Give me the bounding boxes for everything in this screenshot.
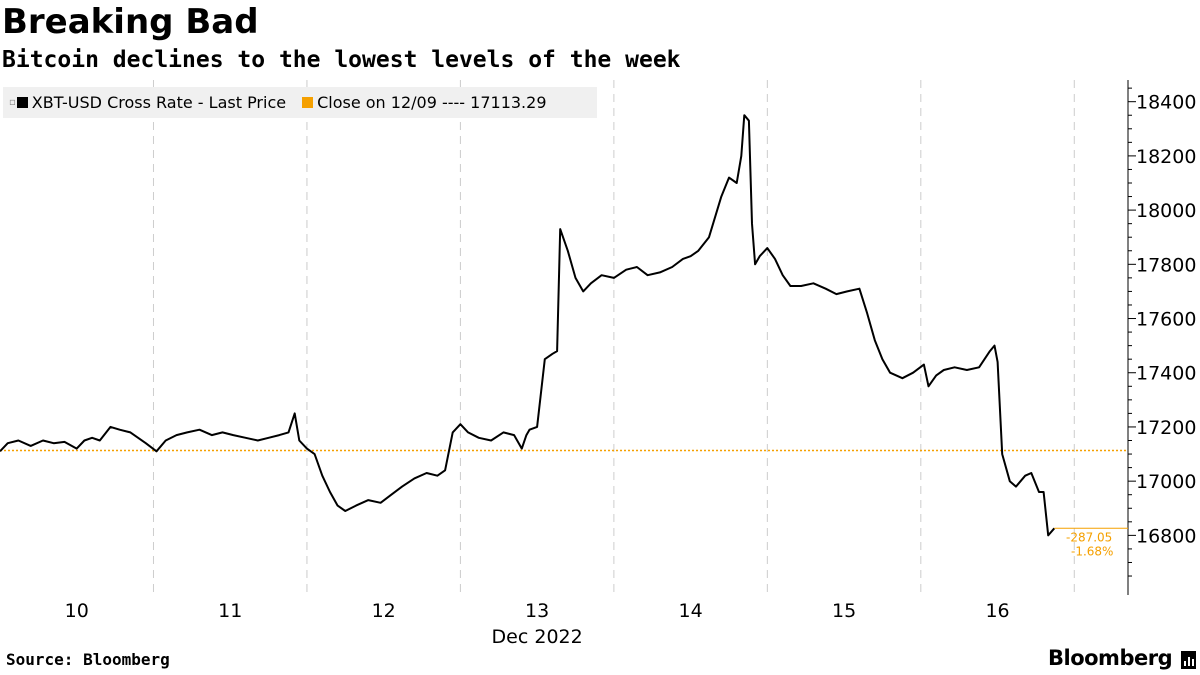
y-tick-labels: 16800 17000 17200 17400 17600 17800 18000 18200… <box>1136 92 1196 548</box>
x-axis-title: Dec 2022 <box>492 626 583 648</box>
y-tick-label: 18400 <box>1136 92 1196 114</box>
legend-item-series[interactable]: ▫ XBT-USD Cross Rate - Last Price <box>9 93 286 112</box>
x-tick-label: 12 <box>372 600 396 622</box>
series-swatch <box>16 97 28 108</box>
change-percent-label: -1.68% <box>1071 544 1113 558</box>
legend: ▫ XBT-USD Cross Rate - Last Price Close … <box>3 87 597 118</box>
x-tick-label: 14 <box>679 600 703 622</box>
x-tick-label: 15 <box>832 600 856 622</box>
chart-title: Breaking Bad <box>2 2 259 42</box>
x-tick-label: 10 <box>65 600 89 622</box>
x-tick-label: 16 <box>985 600 1009 622</box>
reference-swatch <box>302 97 314 108</box>
x-tick-labels: 10 11 12 13 14 15 16 <box>65 600 1010 622</box>
price-series-line <box>0 114 1056 537</box>
y-tick-label: 18200 <box>1136 146 1196 168</box>
legend-item-reference[interactable]: Close on 12/09 ---- 17113.29 <box>302 93 547 112</box>
y-tick-label: 18000 <box>1136 200 1196 222</box>
bloomberg-terminal-icon <box>1181 651 1196 669</box>
y-tick-label: 17200 <box>1136 417 1196 439</box>
grid-lines <box>152 80 1075 595</box>
chart-subtitle: Bitcoin declines to the lowest levels of… <box>2 47 681 73</box>
y-tick-label: 17400 <box>1136 363 1196 385</box>
legend-series-label: XBT-USD Cross Rate - Last Price <box>31 93 287 112</box>
brand-logo: Bloomberg <box>1048 646 1173 670</box>
change-absolute-label: -287.05 <box>1066 530 1112 544</box>
legend-reference-label: Close on 12/09 ---- 17113.29 <box>317 93 547 112</box>
x-tick-label: 11 <box>218 600 242 622</box>
x-tick-label: 13 <box>525 600 549 622</box>
y-axis <box>1127 80 1136 595</box>
y-tick-label: 17000 <box>1136 471 1196 493</box>
y-tick-label: 17600 <box>1136 309 1196 331</box>
source-note: Source: Bloomberg <box>6 650 170 669</box>
y-tick-label: 17800 <box>1136 254 1196 276</box>
y-tick-label: 16800 <box>1136 525 1196 547</box>
drag-handle-icon: ▫ <box>9 97 16 108</box>
